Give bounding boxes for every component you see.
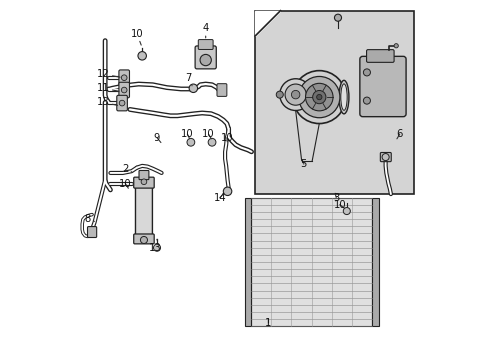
Circle shape (140, 237, 147, 243)
Circle shape (208, 138, 216, 146)
FancyBboxPatch shape (139, 171, 148, 180)
Circle shape (292, 71, 345, 123)
Circle shape (141, 179, 146, 185)
Circle shape (312, 90, 325, 104)
Text: 5: 5 (300, 159, 306, 169)
Circle shape (276, 91, 283, 98)
FancyBboxPatch shape (117, 95, 127, 111)
Circle shape (200, 54, 211, 66)
Text: 7: 7 (184, 73, 192, 86)
Circle shape (138, 51, 146, 60)
Text: 10: 10 (181, 129, 193, 139)
FancyBboxPatch shape (217, 84, 226, 96)
Circle shape (298, 76, 339, 118)
Circle shape (381, 154, 388, 161)
Text: 10: 10 (220, 133, 233, 143)
FancyBboxPatch shape (119, 70, 129, 85)
Circle shape (393, 44, 398, 48)
Bar (244, 198, 250, 327)
FancyBboxPatch shape (380, 153, 390, 162)
Ellipse shape (340, 84, 346, 110)
FancyBboxPatch shape (366, 50, 393, 62)
Bar (255, 11, 413, 194)
FancyBboxPatch shape (133, 177, 154, 188)
Circle shape (291, 90, 299, 99)
FancyBboxPatch shape (87, 226, 97, 238)
Text: 2: 2 (122, 165, 132, 174)
Text: 10: 10 (333, 200, 346, 210)
Text: 10: 10 (119, 179, 131, 189)
Circle shape (119, 100, 124, 106)
Text: 6: 6 (396, 129, 402, 139)
Text: 8: 8 (84, 214, 94, 224)
Circle shape (285, 84, 305, 105)
Text: 4: 4 (202, 23, 208, 38)
Text: 1: 1 (265, 318, 271, 328)
FancyBboxPatch shape (195, 46, 216, 69)
Text: 13: 13 (97, 98, 117, 107)
FancyBboxPatch shape (133, 234, 154, 244)
FancyBboxPatch shape (359, 57, 405, 117)
Text: 11: 11 (97, 83, 119, 93)
Bar (250, 198, 371, 327)
FancyBboxPatch shape (198, 40, 213, 49)
Circle shape (153, 244, 160, 251)
Ellipse shape (338, 80, 348, 114)
Text: 9: 9 (154, 133, 161, 143)
Text: 14: 14 (213, 193, 225, 203)
Circle shape (316, 94, 321, 100)
Circle shape (363, 69, 370, 76)
Circle shape (223, 187, 231, 195)
Text: 12: 12 (97, 69, 120, 79)
Polygon shape (255, 11, 280, 36)
Circle shape (305, 83, 332, 111)
FancyBboxPatch shape (119, 82, 129, 98)
FancyBboxPatch shape (135, 185, 152, 237)
Circle shape (343, 207, 349, 215)
Text: 10: 10 (130, 28, 143, 45)
Text: 3: 3 (332, 193, 339, 203)
Circle shape (121, 75, 127, 81)
Bar (371, 198, 378, 327)
Text: 10: 10 (202, 129, 214, 139)
Circle shape (363, 97, 370, 104)
Circle shape (279, 79, 311, 111)
Circle shape (186, 138, 194, 146)
Circle shape (334, 14, 341, 21)
Circle shape (189, 84, 197, 93)
Circle shape (121, 87, 127, 93)
Text: 13: 13 (149, 239, 162, 253)
